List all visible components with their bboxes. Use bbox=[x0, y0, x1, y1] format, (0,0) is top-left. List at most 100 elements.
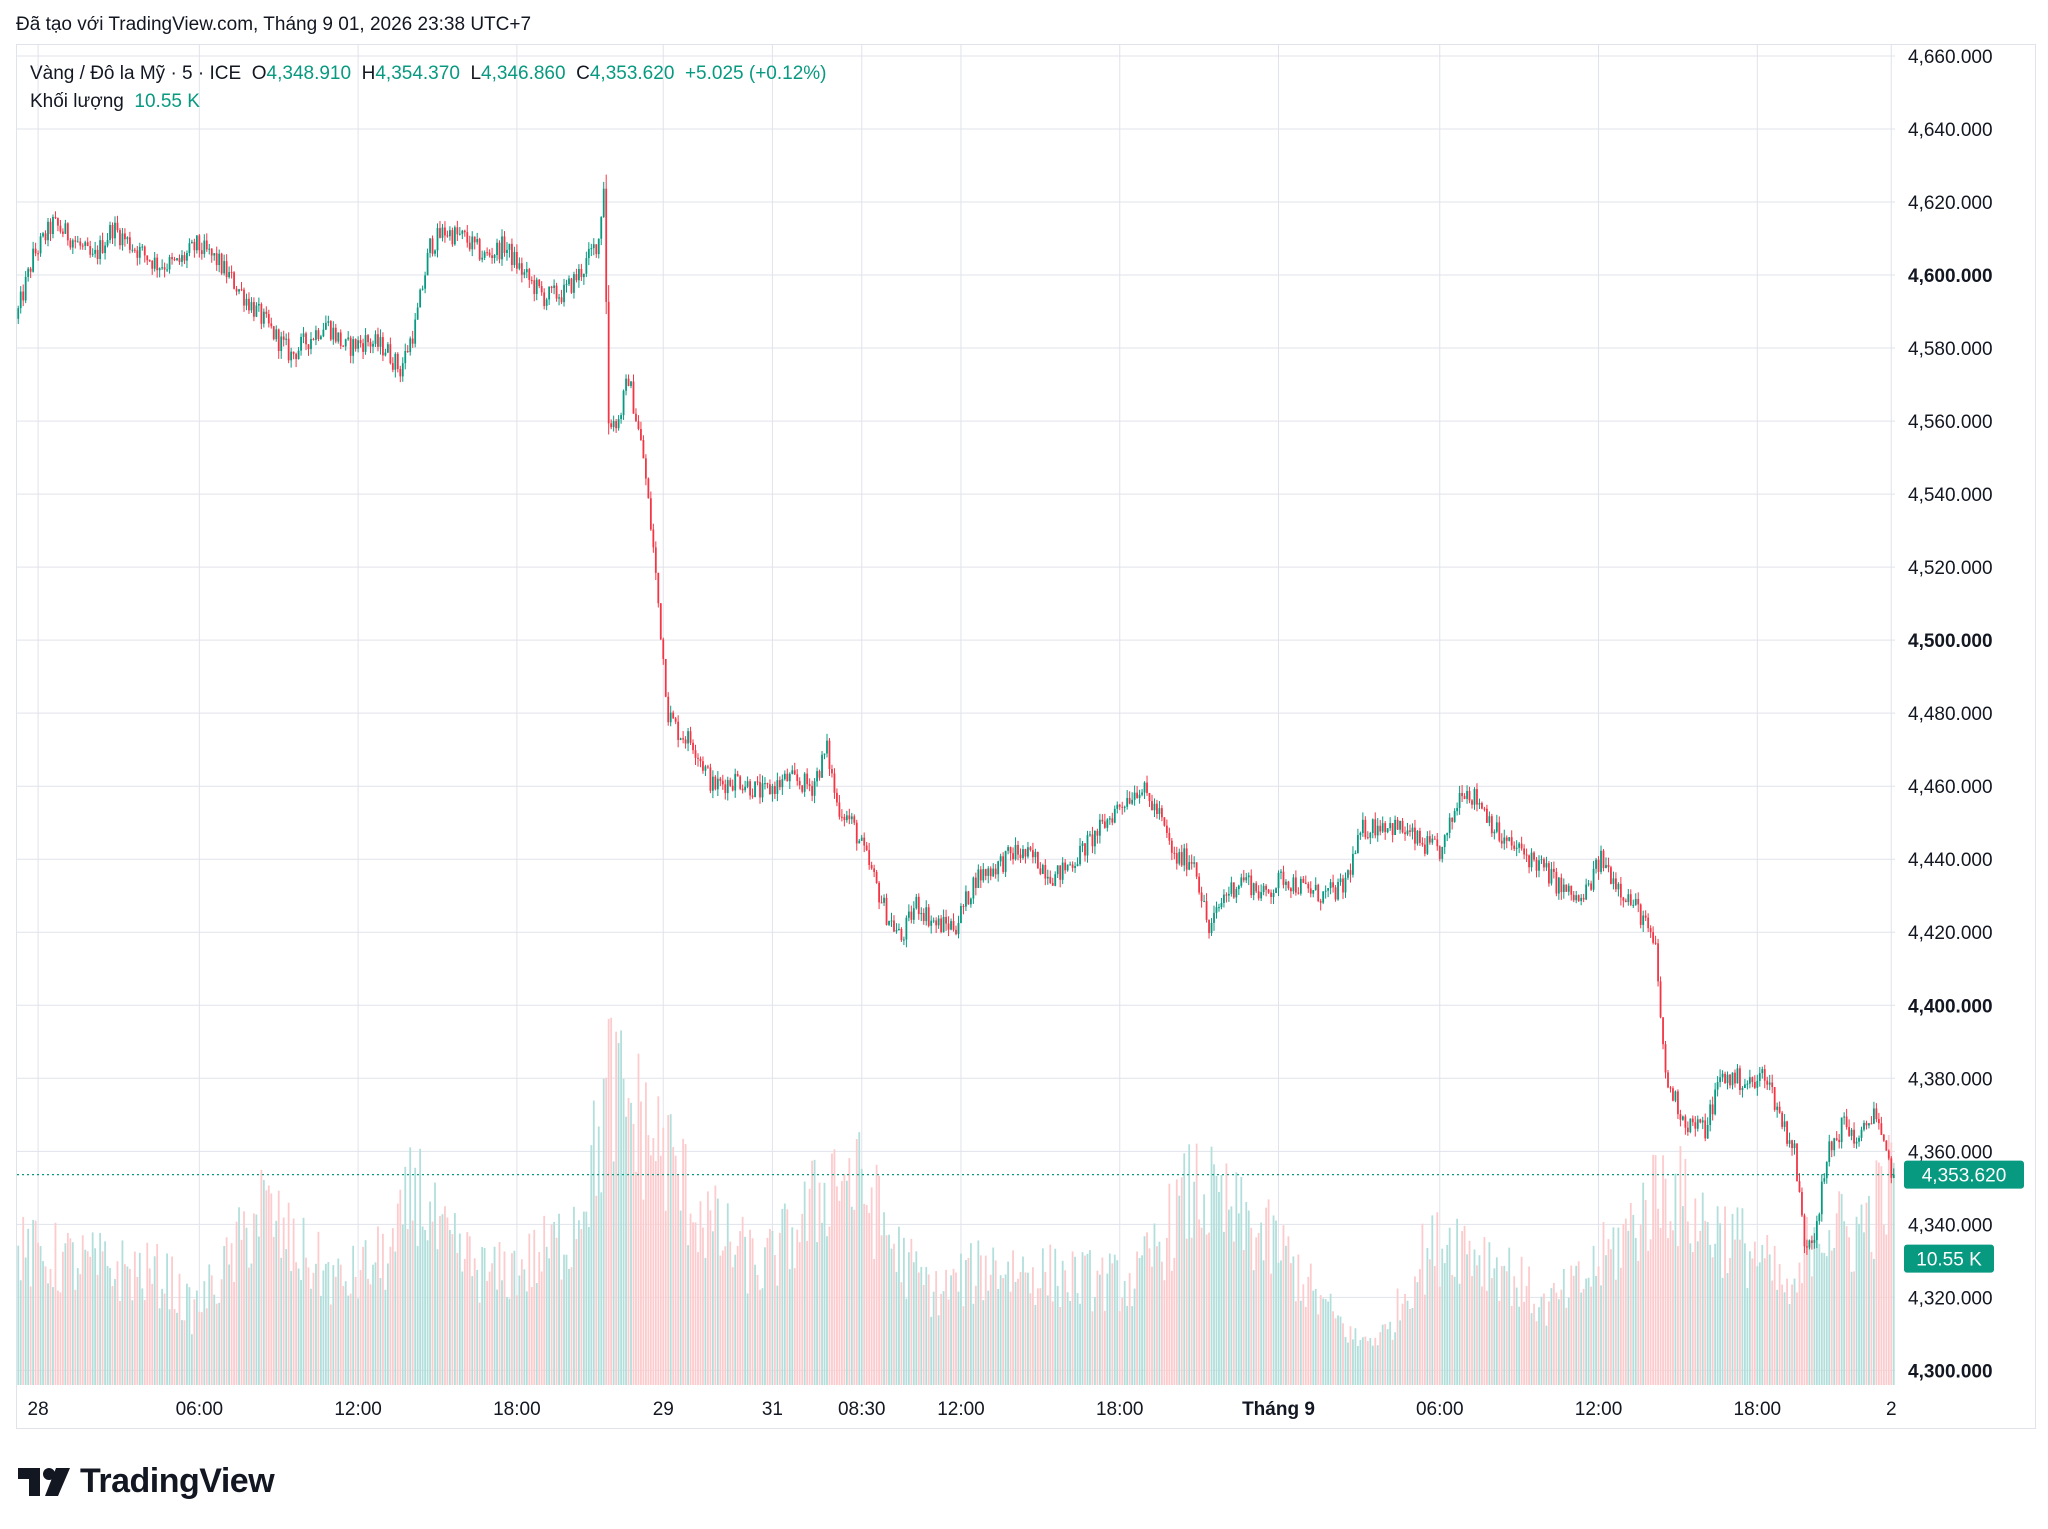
candle-body bbox=[1890, 1158, 1893, 1178]
candle-body bbox=[377, 334, 379, 347]
volume-bar bbox=[1039, 1288, 1042, 1385]
candle-body bbox=[1649, 928, 1652, 933]
candle-body bbox=[771, 786, 774, 795]
candle-body bbox=[950, 921, 952, 930]
candlesticks bbox=[17, 174, 1895, 1255]
time-tick-label: 2 bbox=[1886, 1399, 1897, 1420]
volume-bar bbox=[1525, 1286, 1528, 1385]
candle-body bbox=[1180, 852, 1183, 866]
candle-body bbox=[637, 421, 640, 429]
candle-body bbox=[1064, 862, 1067, 871]
candle-body bbox=[833, 773, 836, 793]
chart-frame[interactable] bbox=[16, 44, 2036, 1429]
candle-body bbox=[783, 773, 786, 780]
volume-bar bbox=[1044, 1271, 1047, 1385]
candle-body bbox=[57, 218, 59, 226]
volume-bar bbox=[895, 1271, 898, 1385]
volume-bar bbox=[1659, 1228, 1662, 1385]
candle-body bbox=[91, 253, 94, 255]
volume-bar bbox=[890, 1248, 893, 1385]
candle-body bbox=[907, 911, 910, 918]
volume-bar bbox=[337, 1258, 340, 1385]
volume-bar bbox=[267, 1185, 270, 1385]
candle-body bbox=[759, 781, 761, 798]
candle-body bbox=[992, 868, 995, 877]
candle-body bbox=[481, 257, 484, 260]
volume-bar bbox=[602, 1078, 605, 1385]
volume-bar bbox=[801, 1213, 804, 1385]
volume-bar bbox=[1027, 1272, 1029, 1385]
volume-bar bbox=[1734, 1239, 1736, 1385]
candle-body bbox=[121, 233, 124, 246]
candle-body bbox=[1840, 1117, 1843, 1143]
volume-bar bbox=[778, 1232, 781, 1385]
candle-body bbox=[200, 250, 203, 254]
volume-bar bbox=[1227, 1209, 1230, 1385]
candle-body bbox=[1543, 859, 1545, 868]
volume-bar bbox=[1277, 1262, 1280, 1385]
volume-bar bbox=[1590, 1286, 1592, 1385]
volume-bar bbox=[126, 1266, 129, 1385]
volume-bar bbox=[1366, 1341, 1369, 1385]
candle-body bbox=[960, 906, 962, 924]
volume-bar bbox=[64, 1243, 67, 1385]
volume-bar bbox=[1195, 1143, 1198, 1385]
volume-bar bbox=[205, 1308, 208, 1385]
volume-bar bbox=[965, 1259, 967, 1385]
price-chart[interactable]: 4,300.0004,320.0004,340.0004,360.0004,38… bbox=[0, 0, 2048, 1440]
candle-body bbox=[183, 255, 186, 261]
candle-body bbox=[71, 240, 74, 248]
volume-bar bbox=[210, 1275, 213, 1385]
candle-body bbox=[1317, 884, 1320, 902]
price-tick-label: 4,520.000 bbox=[1908, 558, 1993, 579]
volume-bar bbox=[168, 1309, 171, 1385]
volume-bar bbox=[1399, 1320, 1401, 1385]
candle-body bbox=[989, 868, 992, 877]
candle-body bbox=[1086, 835, 1089, 856]
volume-bar bbox=[208, 1264, 211, 1385]
volume-bar bbox=[1106, 1273, 1109, 1385]
volume-bar bbox=[434, 1182, 436, 1385]
volume-bar bbox=[1461, 1231, 1463, 1385]
volume-bar bbox=[1371, 1345, 1374, 1385]
candle-body bbox=[731, 785, 734, 791]
candle-body bbox=[1359, 832, 1362, 836]
price-tick-label: 4,460.000 bbox=[1908, 777, 1993, 798]
candle-body bbox=[1433, 838, 1436, 840]
candle-body bbox=[592, 244, 595, 249]
volume-bar bbox=[300, 1279, 302, 1385]
candle-body bbox=[1054, 874, 1057, 886]
volume-bar bbox=[937, 1315, 940, 1385]
volume-bar bbox=[1679, 1146, 1682, 1385]
volume-bar bbox=[302, 1217, 305, 1385]
candle-body bbox=[974, 877, 977, 888]
volume-bar bbox=[1156, 1246, 1158, 1385]
volume-bar bbox=[1208, 1232, 1210, 1385]
candle-body bbox=[1746, 1083, 1749, 1085]
volume-bar bbox=[1865, 1202, 1868, 1385]
volume-bar bbox=[870, 1187, 873, 1385]
volume-bar bbox=[659, 1155, 662, 1385]
volume-bar bbox=[1681, 1206, 1684, 1385]
candle-body bbox=[111, 224, 114, 239]
volume-bar bbox=[1820, 1252, 1823, 1385]
candle-body bbox=[382, 337, 384, 356]
symbol-description: Vàng / Đô la Mỹ · 5 · ICE bbox=[30, 63, 242, 84]
volume-bar bbox=[1272, 1215, 1275, 1385]
candle-body bbox=[228, 272, 231, 278]
volume-bar bbox=[682, 1138, 685, 1385]
volume-bar bbox=[240, 1239, 243, 1385]
volume-bar bbox=[672, 1147, 675, 1385]
candle-body bbox=[1198, 876, 1201, 893]
volume-bar bbox=[128, 1268, 131, 1385]
volume-bar bbox=[1838, 1191, 1841, 1385]
tradingview-logo[interactable]: TradingView bbox=[18, 1462, 275, 1501]
candle-body bbox=[622, 390, 625, 416]
candle-body bbox=[984, 869, 987, 876]
volume-bar bbox=[1843, 1221, 1846, 1385]
volume-bar bbox=[860, 1168, 863, 1385]
candle-body bbox=[1550, 868, 1553, 884]
candle-body bbox=[1619, 883, 1622, 898]
candle-body bbox=[1838, 1139, 1841, 1143]
candle-body bbox=[39, 236, 42, 254]
